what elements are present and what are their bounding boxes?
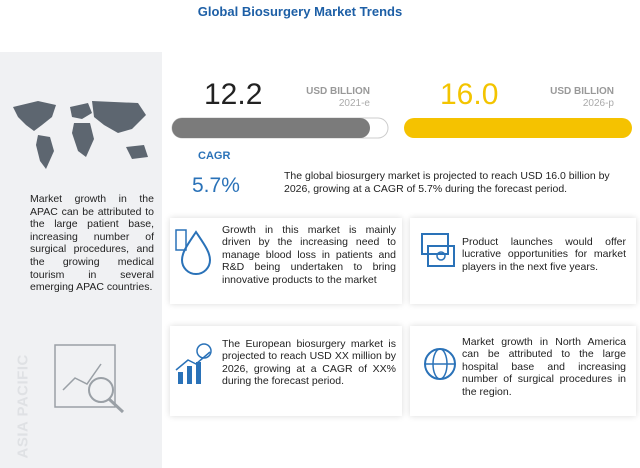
- card-text: Market growth in North America can be at…: [462, 336, 626, 398]
- progress-bar: [404, 118, 632, 138]
- region-text: Market growth in the APAC can be attribu…: [30, 193, 154, 294]
- card: [410, 218, 636, 304]
- metric-year: 2021-e: [338, 98, 370, 109]
- card-text: Growth in this market is mainly driven b…: [222, 224, 396, 286]
- blood-icon: [175, 229, 212, 275]
- progress-bar: [171, 117, 389, 139]
- card: [170, 326, 402, 416]
- card-text: The European biosurgery market is projec…: [222, 338, 396, 388]
- globe-icon: [424, 348, 456, 380]
- region-label: ASIA PACIFIC: [14, 354, 32, 459]
- cagr-label: CAGR: [198, 150, 231, 162]
- cagr-value: 5.7%: [192, 174, 240, 197]
- metric-value: 16.0: [440, 78, 499, 111]
- metric-unit: USD BILLION: [550, 86, 614, 97]
- metric-unit: USD BILLION: [306, 86, 370, 97]
- analysis-icon: [54, 344, 125, 414]
- metric-value: 12.2: [204, 78, 263, 111]
- product-icon: [421, 233, 455, 267]
- metric-year: 2026-p: [582, 98, 614, 109]
- title: Global Biosurgery Market Trends: [197, 4, 403, 19]
- growth-icon: [175, 343, 212, 384]
- cagr-text: The global biosurgery market is projecte…: [284, 170, 610, 195]
- world-map: [13, 101, 148, 169]
- card: [170, 218, 402, 304]
- card-text: Product launches would offer lucrative o…: [462, 236, 626, 273]
- card: [410, 326, 636, 416]
